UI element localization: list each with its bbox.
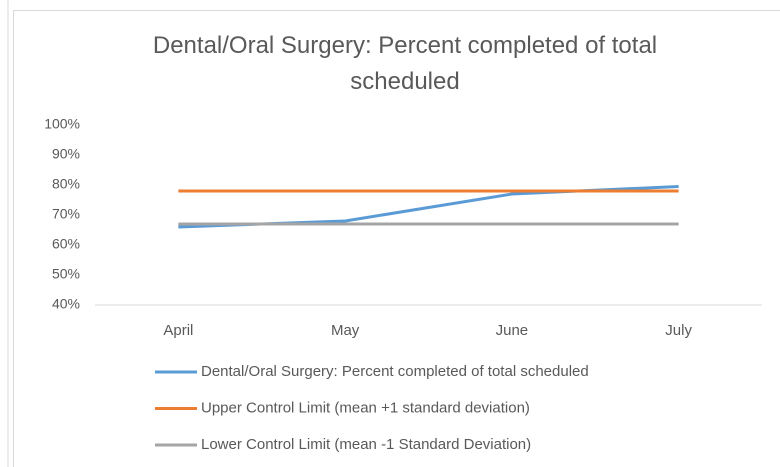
chart-title: Dental/Oral Surgery: Percent completed o… (152, 32, 658, 95)
y-tick-label: 100% (44, 116, 80, 132)
y-tick-label: 70% (52, 206, 80, 222)
legend-label: Lower Control Limit (mean -1 Standard De… (201, 436, 531, 453)
chart-frame (13, 10, 780, 467)
y-tick-label: 50% (52, 266, 80, 282)
x-tick-label: July (665, 322, 692, 339)
x-tick-label: June (496, 322, 529, 339)
x-tick-label: April (163, 322, 193, 339)
x-tick-label: May (331, 322, 360, 339)
legend-label: Dental/Oral Surgery: Percent completed o… (201, 363, 589, 380)
y-tick-label: 90% (52, 146, 80, 162)
y-tick-label: 40% (52, 296, 80, 312)
y-tick-label: 60% (52, 236, 80, 252)
y-tick-label: 80% (52, 176, 80, 192)
legend-label: Upper Control Limit (mean +1 standard de… (201, 399, 530, 416)
